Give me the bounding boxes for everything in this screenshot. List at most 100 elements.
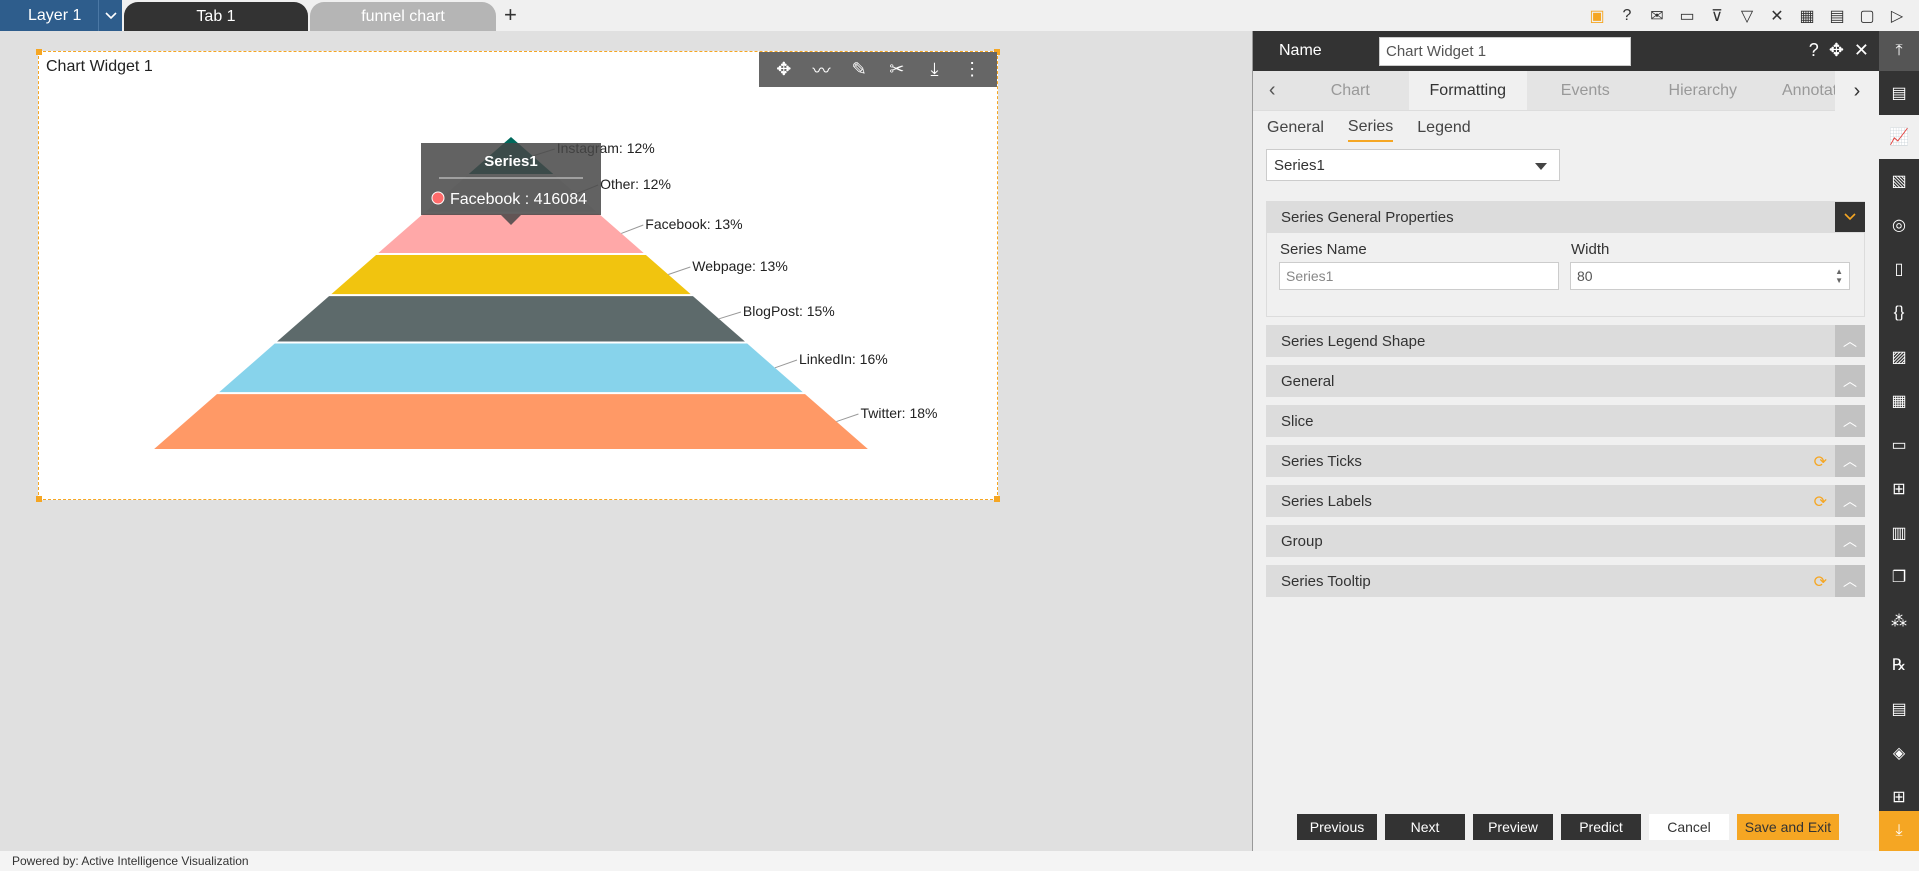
- move-icon[interactable]: ✥: [776, 59, 792, 79]
- map-icon[interactable]: ▧: [1891, 173, 1907, 190]
- preview-button[interactable]: Preview: [1473, 814, 1553, 840]
- refresh-icon[interactable]: ⟳: [1813, 574, 1827, 591]
- save-and-exit-button[interactable]: Save and Exit: [1737, 814, 1839, 840]
- chart-icon[interactable]: 📈: [1879, 115, 1919, 159]
- predict-button[interactable]: Predict: [1561, 814, 1641, 840]
- subtab-general[interactable]: General: [1267, 119, 1324, 136]
- cancel-button[interactable]: Cancel: [1649, 814, 1729, 840]
- mail-icon[interactable]: ✉: [1650, 8, 1664, 25]
- tab-formatting[interactable]: Formatting: [1409, 71, 1527, 110]
- chevron-up-icon[interactable]: ︿: [1835, 565, 1865, 597]
- funnel-segment-facebook[interactable]: [378, 213, 644, 253]
- help-icon[interactable]: ?: [1622, 7, 1632, 24]
- width-input[interactable]: 80 ▲ ▼: [1570, 262, 1850, 290]
- chevron-up-icon[interactable]: ︿: [1835, 325, 1865, 357]
- width-label: Width: [1571, 241, 1610, 258]
- section-slice[interactable]: Slice ︿: [1266, 405, 1865, 437]
- section-series-legend-shape[interactable]: Series Legend Shape ︿: [1266, 325, 1865, 357]
- chevron-up-icon[interactable]: ︿: [1835, 365, 1865, 397]
- chevron-left-icon[interactable]: ‹: [1268, 79, 1276, 101]
- help-icon[interactable]: ?: [1808, 40, 1819, 60]
- edit-icon[interactable]: ✎: [851, 59, 867, 79]
- tab-events[interactable]: Events: [1560, 81, 1610, 99]
- bar-chart-icon[interactable]: ▥: [1891, 525, 1907, 542]
- tools-icon[interactable]: ✂: [889, 59, 905, 79]
- close-icon[interactable]: ✕: [1853, 40, 1869, 60]
- grid-icon[interactable]: ▦: [1891, 393, 1907, 410]
- resize-handle[interactable]: [36, 496, 42, 502]
- series-name-input[interactable]: Series1: [1279, 262, 1559, 290]
- section-series-labels[interactable]: Series Labels ⟳ ︿: [1266, 485, 1865, 517]
- right-icon-rail: ⤒ ▤ 📈 ▧ ◎ ▯ {} ▨ ▦ ▭ ⊞ ▥ ❐ ⁂ ℞ ▤ ◈ ⊞ ⤓: [1879, 31, 1919, 851]
- tab-tab-1[interactable]: Tab 1: [124, 2, 308, 31]
- name-input[interactable]: [1379, 37, 1631, 66]
- clear-filter-icon[interactable]: ⊽: [1711, 8, 1723, 25]
- funnel-label-other: Other: 12%: [600, 176, 671, 192]
- filter-icon[interactable]: ▽: [1740, 8, 1754, 25]
- save-icon[interactable]: ▣: [1589, 8, 1605, 25]
- notes-icon[interactable]: ▤: [1891, 701, 1907, 718]
- section-group[interactable]: Group ︿: [1266, 525, 1865, 557]
- download-icon[interactable]: ⤓: [1879, 811, 1919, 851]
- add-tab-button[interactable]: +: [504, 2, 517, 27]
- table-icon[interactable]: ▦: [1799, 8, 1815, 25]
- next-button[interactable]: Next: [1385, 814, 1465, 840]
- chevron-up-icon[interactable]: ︿: [1835, 525, 1865, 557]
- draw-icon[interactable]: 〰: [812, 60, 831, 81]
- screen-icon[interactable]: ▤: [1829, 8, 1845, 25]
- image-icon[interactable]: ▨: [1891, 349, 1907, 366]
- section-general[interactable]: General ︿: [1266, 365, 1865, 397]
- series-select[interactable]: Series1: [1266, 149, 1560, 181]
- funnel-segment-linkedin[interactable]: [219, 343, 803, 393]
- chevron-up-icon[interactable]: ︿: [1835, 485, 1865, 517]
- section-series-ticks[interactable]: Series Ticks ⟳ ︿: [1266, 445, 1865, 477]
- more-icon[interactable]: ⋮: [963, 59, 982, 79]
- refresh-icon[interactable]: ⟳: [1813, 494, 1827, 511]
- funnel-segment-twitter[interactable]: [154, 394, 868, 449]
- resize-handle[interactable]: [994, 49, 1000, 55]
- funnel-segment-webpage[interactable]: [331, 254, 691, 295]
- download-icon[interactable]: ⤓: [930, 59, 939, 79]
- layer-selector[interactable]: Layer 1: [0, 0, 122, 31]
- widget-title: Chart Widget 1: [46, 58, 153, 75]
- copy-icon[interactable]: ❐: [1891, 569, 1907, 586]
- properties-icon[interactable]: ▤: [1891, 85, 1907, 102]
- subtab-series[interactable]: Series: [1347, 118, 1394, 142]
- spinner-icon[interactable]: ▲ ▼: [1835, 267, 1843, 285]
- move-icon[interactable]: ✥: [1828, 40, 1844, 60]
- tab-label: Tab 1: [196, 7, 236, 25]
- refresh-icon[interactable]: ⟳: [1813, 454, 1827, 471]
- widgets-icon[interactable]: ⊞: [1892, 789, 1906, 806]
- file-icon[interactable]: ▭: [1891, 437, 1907, 454]
- resize-handle[interactable]: [36, 49, 42, 55]
- chevron-down-icon[interactable]: [1835, 202, 1865, 232]
- collapse-up-icon[interactable]: ⤒: [1879, 31, 1919, 71]
- play-icon[interactable]: ▷: [1890, 8, 1904, 25]
- chevron-up-icon[interactable]: ︿: [1835, 405, 1865, 437]
- chevron-down-icon[interactable]: [98, 0, 122, 31]
- document-icon[interactable]: ▯: [1894, 261, 1904, 278]
- subtab-legend[interactable]: Legend: [1417, 119, 1471, 136]
- cluster-icon[interactable]: ⁂: [1891, 613, 1907, 630]
- comment-icon[interactable]: ▭: [1679, 8, 1695, 25]
- code-icon[interactable]: {}: [1893, 304, 1905, 321]
- report-icon[interactable]: ◎: [1892, 217, 1906, 234]
- tab-hierarchy[interactable]: Hierarchy: [1668, 81, 1737, 99]
- chart-widget[interactable]: Chart Widget 1 Instagram: 12% Other: 12% F…: [36, 49, 1000, 502]
- tab-chart[interactable]: Chart: [1330, 81, 1370, 99]
- tools-icon[interactable]: ✕: [1770, 8, 1784, 25]
- layers-icon[interactable]: ◈: [1892, 745, 1906, 762]
- devices-icon[interactable]: ▢: [1859, 8, 1875, 25]
- section-series-general-properties[interactable]: Series General Properties: [1266, 201, 1865, 233]
- resize-handle[interactable]: [994, 496, 1000, 502]
- rx-icon[interactable]: ℞: [1891, 657, 1907, 674]
- funnel-label-facebook: Facebook: 13%: [645, 216, 742, 232]
- tab-label: funnel chart: [361, 7, 445, 25]
- previous-button[interactable]: Previous: [1297, 814, 1377, 840]
- hierarchy-icon[interactable]: ⊞: [1892, 481, 1906, 498]
- tab-funnel-chart[interactable]: funnel chart: [310, 2, 496, 31]
- funnel-segment-blogpost[interactable]: [277, 296, 745, 342]
- chevron-right-icon[interactable]: ›: [1835, 71, 1879, 111]
- section-series-tooltip[interactable]: Series Tooltip ⟳ ︿: [1266, 565, 1865, 597]
- chevron-up-icon[interactable]: ︿: [1835, 445, 1865, 477]
